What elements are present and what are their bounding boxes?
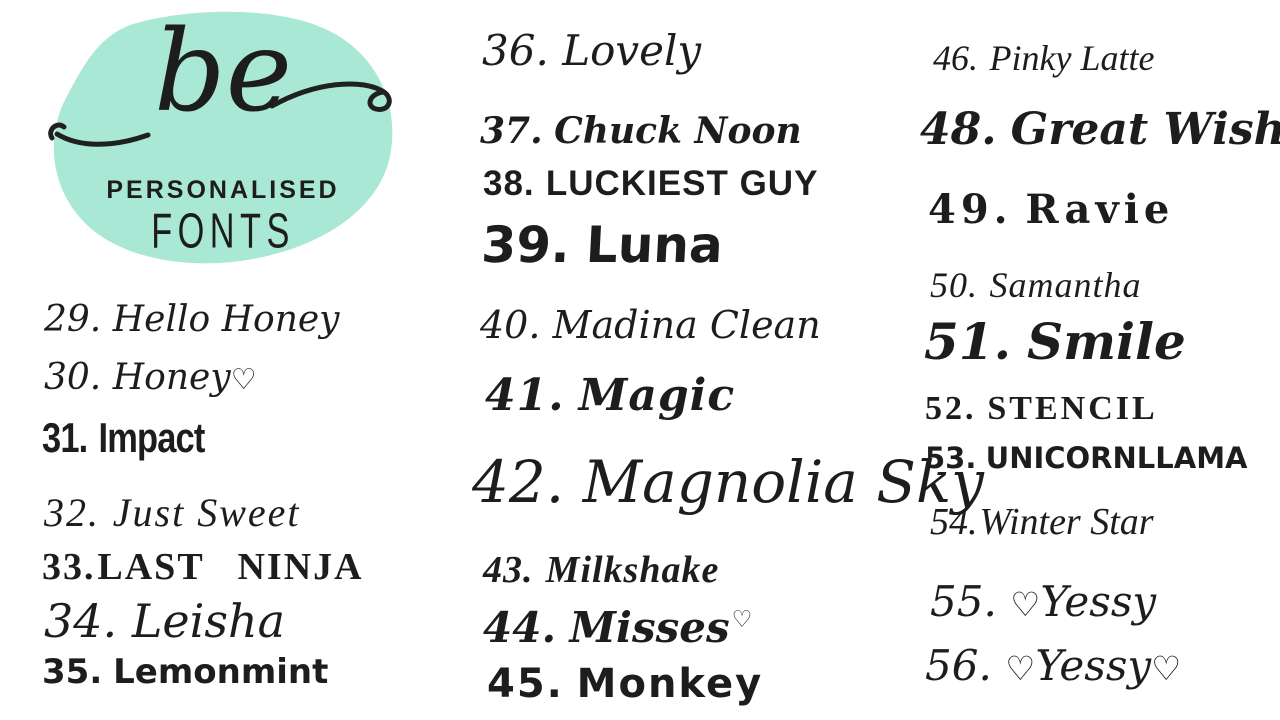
font-number: 53. (925, 441, 977, 475)
logo-line-fonts: FONTS (151, 204, 295, 259)
font-name: Luna (584, 216, 725, 274)
font-name: Impact (98, 414, 205, 461)
logo-line-personalised: PERSONALISED (106, 176, 340, 204)
font-number: 30. (44, 357, 102, 398)
brush-blob-shape (53, 11, 393, 264)
font-sample-honey: 30. Honey♡ (44, 357, 257, 398)
font-sample-just-sweet: 32. Just Sweet (44, 489, 301, 536)
font-number: 46. (933, 38, 978, 78)
font-number: 52. (925, 390, 977, 427)
font-sample-lovely: 36. Lovely (482, 26, 701, 75)
font-sample-yessy: 55. ♡Yessy (930, 577, 1156, 626)
font-sample-smile: 51. Smile (924, 312, 1186, 371)
font-sample-monkey: 45. Monkey (487, 661, 763, 707)
heart-icon: ♡ (731, 607, 753, 633)
font-name: STENCIL (987, 390, 1158, 427)
logo-swash-right (269, 81, 392, 112)
font-sample-leisha: 34. Leisha (44, 594, 285, 648)
font-number: 45. (487, 661, 564, 707)
heart-icon: ♡ (1010, 585, 1041, 624)
font-sample-impact: 31. Impact (42, 414, 205, 462)
font-number: 32. (44, 490, 100, 535)
font-number: 49. (928, 186, 1013, 233)
font-number: 55. (930, 577, 997, 626)
font-name: Ravie (1025, 186, 1175, 233)
font-name: Smile (1027, 312, 1186, 371)
font-name: Samantha (989, 265, 1142, 305)
font-sample-great-wishes: 48. Great Wishes (920, 104, 1280, 155)
font-number: 56. (925, 641, 992, 690)
font-name: Misses (569, 603, 730, 652)
font-name: Great Wishes (1010, 104, 1280, 155)
font-number: 42. (472, 448, 565, 516)
font-sample-winter-star: 54.Winter Star (930, 500, 1154, 544)
font-number: 54. (930, 501, 978, 543)
font-name: Magic (578, 370, 736, 421)
font-sample-pinky-latte: 46. Pinky Latte (933, 37, 1154, 79)
font-number: 29. (44, 299, 102, 340)
logo: be PERSONALISED FONTS (38, 6, 408, 271)
font-name: Magnolia Sky (582, 448, 984, 516)
font-number: 50. (930, 265, 978, 305)
font-name: UNICORNLLAMA (985, 441, 1248, 475)
font-number: 33. (42, 546, 96, 588)
font-name: Just Sweet (112, 490, 301, 535)
font-name: Yessy (1040, 577, 1157, 626)
font-sample-lemonmint: 35. Lemonmint (42, 652, 328, 692)
font-sample-samantha: 50. Samantha (930, 264, 1142, 306)
font-sample-luckiest-guy: 38. LUCKIEST GUY (483, 164, 818, 204)
font-number: 35. (42, 652, 103, 692)
font-name: Madina Clean (552, 303, 821, 347)
font-number: 40. (480, 303, 541, 347)
font-name: Honey (112, 357, 231, 398)
font-name: Lovely (562, 26, 702, 75)
font-name: Hello Honey (112, 299, 340, 340)
font-number: 44. (483, 603, 557, 652)
font-name: LUCKIEST GUY (545, 164, 819, 203)
font-number: 41. (485, 370, 565, 421)
font-name: Pinky Latte (989, 38, 1155, 78)
font-sample-stencil: 52. STENCIL (925, 390, 1158, 428)
font-sample-magic: 41. Magic (485, 370, 735, 421)
brush-stroke-background (48, 11, 393, 264)
font-number: 37. (480, 110, 543, 152)
font-number: 38. (483, 164, 535, 203)
font-number: 39. (479, 216, 572, 274)
font-name: Milkshake (545, 549, 720, 591)
font-sample-yessy-hearts: 56. ♡Yessy♡ (925, 641, 1181, 690)
font-sample-magnolia-sky: 42. Magnolia Sky (472, 448, 984, 516)
font-sample-luna: 39. Luna (480, 216, 724, 274)
font-number: 43. (483, 549, 534, 591)
font-sample-misses: 44. Misses♡ (483, 603, 752, 652)
font-name: Lemonmint (113, 652, 329, 692)
logo-swash-left (48, 122, 151, 147)
font-number: 48. (920, 104, 997, 155)
heart-icon: ♡ (1151, 649, 1182, 688)
font-name: Winter Star (979, 501, 1154, 543)
font-name: LAST NINJA (97, 546, 364, 588)
font-number: 36. (482, 26, 549, 75)
font-name: Leisha (131, 594, 286, 648)
font-sample-madina-clean: 40. Madina Clean (480, 303, 821, 347)
font-number: 34. (44, 594, 118, 648)
font-sample-last-ninja: 33.LAST NINJA (42, 545, 364, 589)
font-sample-chuck-noon: 37. Chuck Noon (480, 110, 802, 152)
font-number: 31. (42, 414, 88, 461)
font-number: 51. (924, 312, 1011, 371)
font-sample-milkshake: 43. Milkshake (483, 548, 719, 592)
font-name: Yessy (1035, 641, 1152, 690)
font-sample-hello-honey: 29. Hello Honey (44, 299, 340, 340)
font-name: Chuck Noon (554, 110, 802, 152)
heart-icon: ♡ (230, 362, 257, 396)
font-name: Monkey (576, 661, 764, 707)
font-sample-ravie: 49. Ravie (928, 186, 1174, 233)
logo-script-word: be (154, 7, 292, 137)
heart-icon: ♡ (1005, 649, 1036, 688)
font-sample-unicornllama: 53. UNICORNLLAMA (925, 441, 1248, 475)
